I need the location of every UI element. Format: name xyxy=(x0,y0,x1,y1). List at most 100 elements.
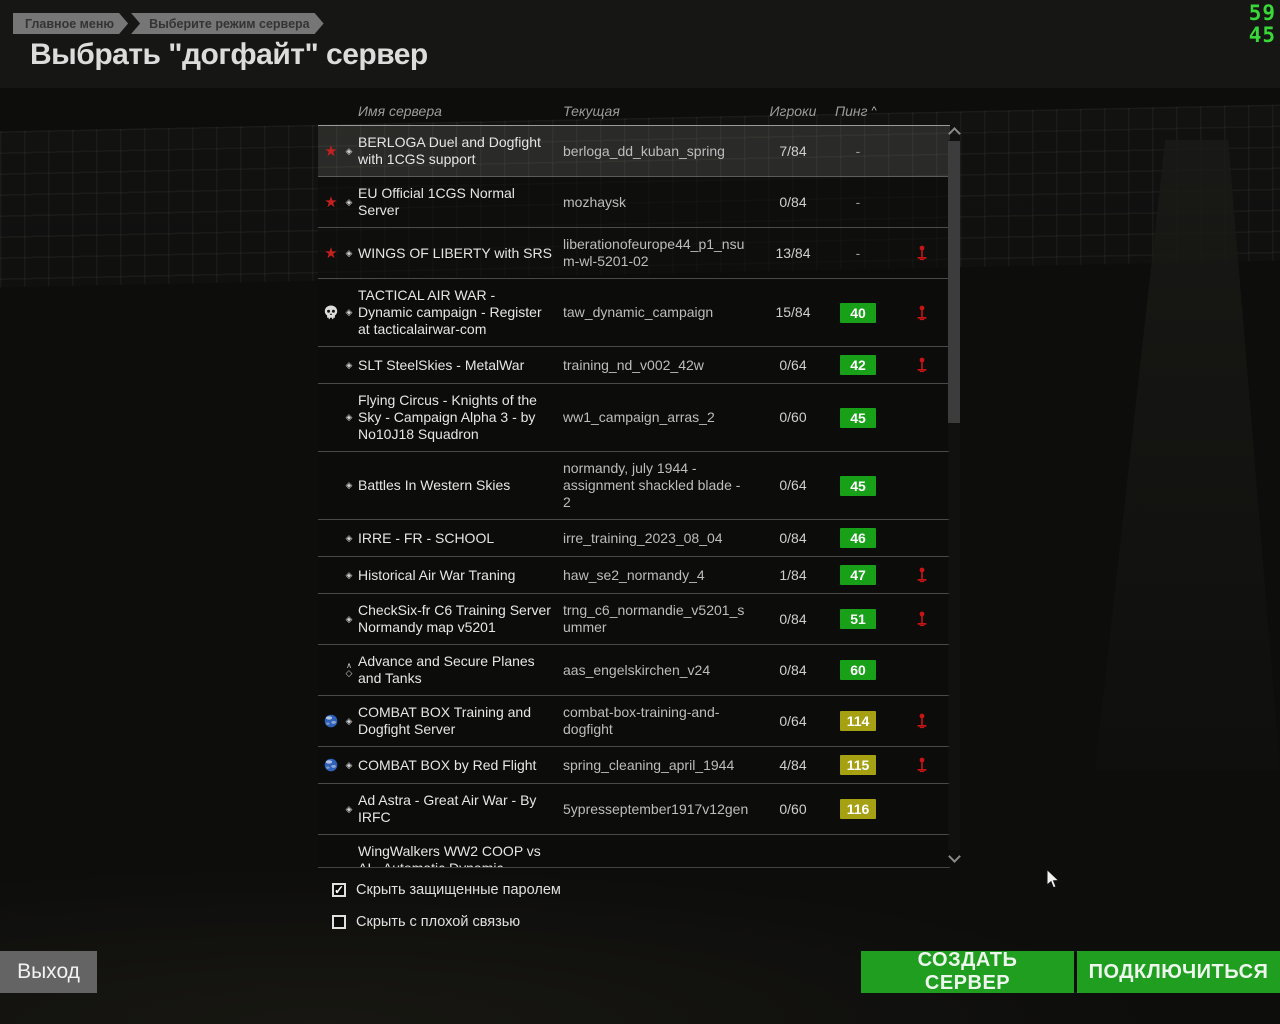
server-name: EU Official 1CGS Normal Server xyxy=(358,185,515,218)
row-icons: ★ ◈ ∧◇ xyxy=(318,304,358,321)
table-row[interactable]: ★ ◈ ∧◇ Ad Astra - Great Air Wa xyxy=(318,784,950,835)
scrollbar-thumb[interactable] xyxy=(948,141,960,423)
table-row[interactable]: ★ ◈ ∧◇ COMBAT BOX Training and xyxy=(318,696,950,747)
table-row[interactable]: ★ ◈ ∧◇ CheckSix-fr C6 Training xyxy=(318,594,950,645)
mode-diamond-icon: ◈ xyxy=(345,196,353,207)
table-row[interactable]: ★ ◈ ∧◇ Historical Air War Tra xyxy=(318,557,950,594)
mode-diamond-icon: ◈ xyxy=(345,803,353,814)
server-name: COMBAT BOX by Red Flight xyxy=(358,756,537,773)
restricted-controls-icon xyxy=(917,357,926,373)
players-count: 0/84 xyxy=(779,610,807,627)
column-header-ping[interactable]: Пинг ^ xyxy=(835,102,877,119)
globe-icon xyxy=(324,714,338,728)
create-server-button[interactable]: СОЗДАТЬ СЕРВЕР xyxy=(861,949,1074,994)
ping-badge: 46 xyxy=(840,528,876,548)
scrollbar xyxy=(946,127,963,863)
skull-icon xyxy=(324,305,338,320)
mission-name: haw_se2_normandy_4 xyxy=(563,566,705,583)
mode-diamond-icon: ◈ xyxy=(345,569,353,580)
table-row[interactable]: ★ ◈ ∧◇ Flying Circus - Knights xyxy=(318,384,950,452)
fps-value-1: 59 xyxy=(1248,1,1276,25)
column-header-mission[interactable]: Текущая xyxy=(563,102,620,119)
fps-value-2: 45 xyxy=(1248,23,1276,47)
mission-name: ww1_campaign_arras_2 xyxy=(563,409,715,425)
mode-diamond-icon: ◈ xyxy=(345,480,353,490)
table-row[interactable]: ★ ◈ ∧◇ EU Official 1CGS Normal xyxy=(318,177,950,228)
players-count: 0/84 xyxy=(779,193,807,210)
connect-button[interactable]: ПОДКЛЮЧИТЬСЯ xyxy=(1077,951,1280,993)
fps-counter: 59 45 xyxy=(1249,2,1276,46)
server-name: BERLOGA Duel and Dogfight with 1CGS supp… xyxy=(358,134,541,167)
row-icons: ★ ◈ ∧◇ xyxy=(318,757,358,774)
table-header: Имя сервера Текущая Игроки Пинг ^ xyxy=(318,96,950,126)
row-icons: ★ ◈ ∧◇ xyxy=(318,801,358,818)
server-name: TACTICAL AIR WAR - Dynamic campaign - Re… xyxy=(358,287,542,337)
restricted-controls-icon xyxy=(917,305,926,320)
advanced-mode-icon: ∧ ◇ xyxy=(345,660,353,678)
mode-diamond-icon: ◈ xyxy=(345,715,353,726)
scroll-up-icon[interactable] xyxy=(949,127,959,137)
players-count: 0/84 xyxy=(779,529,807,546)
table-row[interactable]: ★ ◈ ∧◇ SLT SteelSkies - MetalW xyxy=(318,347,950,384)
table-row[interactable]: ★ ◈ ∧◇ Advance and Secure Plan xyxy=(318,645,950,696)
column-header-name[interactable]: Имя сервера xyxy=(358,102,442,119)
row-icons: ★ ◈ ∧◇ xyxy=(318,409,358,426)
mode-diamond-icon: ◈ xyxy=(345,532,353,543)
row-icons: ★ ◈ ∧◇ xyxy=(318,245,358,262)
table-row[interactable]: ★ ◈ ∧◇ COMBAT BOX by Red Fligh xyxy=(318,747,950,784)
players-count: 0/60 xyxy=(779,409,807,425)
breadcrumb-server-mode[interactable]: Выберите режим сервера xyxy=(131,13,324,34)
column-header-players[interactable]: Игроки xyxy=(769,102,817,119)
server-name: CheckSix-fr C6 Training Server Normandy … xyxy=(358,602,551,635)
server-name: Ad Astra - Great Air War - By IRFC xyxy=(358,792,537,825)
mission-name: trng_c6_normandie_v5201_summer xyxy=(563,602,745,635)
table-row[interactable]: ★ ◈ ∧◇ WINGS OF LIBERTY with S xyxy=(318,228,950,279)
players-count: 0/84 xyxy=(779,661,807,678)
mode-diamond-icon: ◈ xyxy=(345,759,353,770)
ping-badge: 45 xyxy=(840,475,876,496)
server-name: Flying Circus - Knights of the Sky - Cam… xyxy=(358,392,537,442)
mode-diamond-icon: ◈ xyxy=(345,145,353,156)
restricted-controls-icon xyxy=(917,713,926,729)
mode-diamond-icon: ◈ xyxy=(345,359,353,370)
ping-badge: 116 xyxy=(840,799,876,819)
filters: ✓ Скрыть защищенные паролем Скрыть с пло… xyxy=(332,881,561,945)
mission-name: irre_training_2023_08_04 xyxy=(563,529,723,546)
mission-name: liberationofeurope44_p1_nsum-wl-5201-02 xyxy=(563,236,745,269)
players-count: 0/64 xyxy=(779,477,807,493)
server-name: IRRE - FR - SCHOOL xyxy=(358,529,495,546)
server-name: WingWalkers WW2 COOP vs AI - Automatic D… xyxy=(358,843,541,868)
server-name: Historical Air War Traning xyxy=(358,566,516,583)
row-icons: ★ ◈ ∧◇ xyxy=(318,567,358,584)
mission-name: combat-box-training-and-dogfight xyxy=(563,704,720,737)
favorite-star-icon: ★ xyxy=(324,244,338,262)
favorite-star-icon: ★ xyxy=(324,142,338,160)
mission-name: spring_cleaning_april_1944 xyxy=(563,756,735,773)
table-row[interactable]: ★ ◈ ∧◇ TACTICAL AIR WAR - Dyna xyxy=(318,279,950,347)
ping-badge: 40 xyxy=(840,302,876,323)
players-count: 0/64 xyxy=(779,356,807,373)
mission-name: normandy, july 1944 - assignment shackle… xyxy=(563,460,741,510)
table-row[interactable]: ★ ◈ ∧◇ WingWalkers WW2 COOP vs xyxy=(318,835,950,868)
scroll-down-icon[interactable] xyxy=(949,853,959,863)
filter-hide-bad-connection[interactable]: Скрыть с плохой связью xyxy=(332,913,561,930)
restricted-controls-icon xyxy=(917,757,926,773)
table-row[interactable]: ★ ◈ ∧◇ IRRE - FR - SCHOOL xyxy=(318,520,950,557)
filter-hide-password-protected[interactable]: ✓ Скрыть защищенные паролем xyxy=(332,881,561,898)
mission-name: aas_engelskirchen_v24 xyxy=(563,661,711,678)
mode-diamond-icon: ◈ xyxy=(345,307,353,317)
exit-button[interactable]: Выход xyxy=(0,951,97,993)
checkbox-label: Скрыть защищенные паролем xyxy=(356,881,561,898)
checkbox-hide-bad-connection[interactable] xyxy=(332,914,346,929)
sort-ascending-icon: ^ xyxy=(871,104,877,117)
table-row[interactable]: ★ ◈ ∧◇ Battles In Western Skie xyxy=(318,452,950,520)
players-count: 13/84 xyxy=(775,244,811,261)
mode-diamond-icon: ◈ xyxy=(345,613,353,624)
server-table: Имя сервера Текущая Игроки Пинг ^ ★ xyxy=(318,96,950,868)
breadcrumb-main-menu[interactable]: Главное меню xyxy=(13,13,128,34)
server-name: WINGS OF LIBERTY with SRS xyxy=(358,244,552,261)
server-name: Battles In Western Skies xyxy=(358,477,511,493)
ping-badge: 115 xyxy=(840,755,876,775)
checkbox-hide-password[interactable]: ✓ xyxy=(332,882,346,897)
table-row[interactable]: ★ ◈ ∧◇ BERLOGA Duel and Dogfig xyxy=(318,126,950,177)
